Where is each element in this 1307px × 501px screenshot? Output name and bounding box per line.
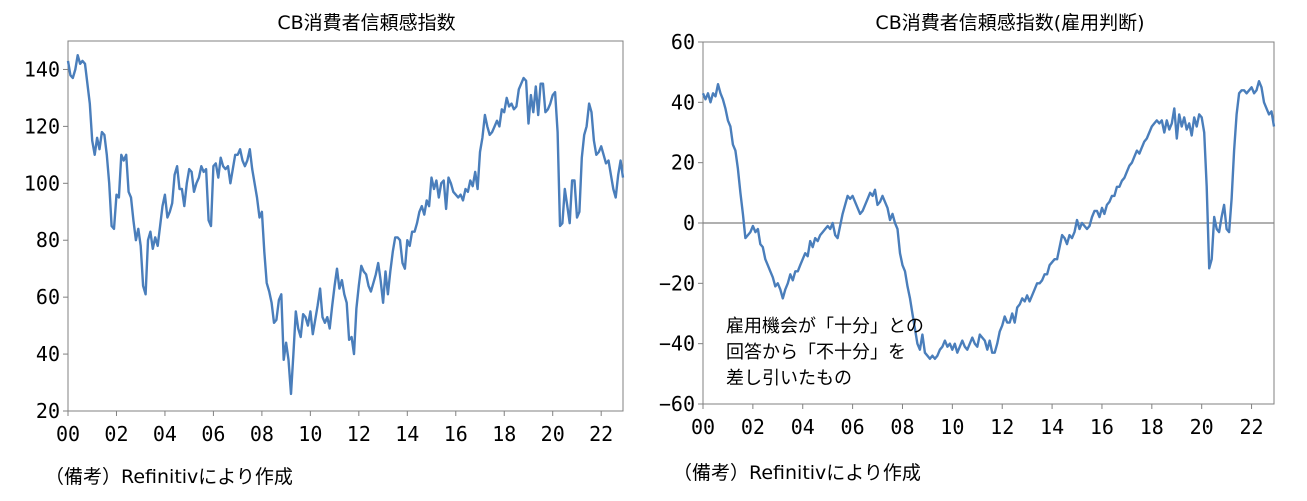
right-y-tick-label: −20 [659,271,695,295]
left-x-tick-label: 22 [589,422,613,446]
right-y-tick-label: 60 [671,30,695,54]
left-x-tick-label: 10 [298,422,322,446]
left-series-line [66,54,625,396]
left-y-tick-label: 40 [36,342,60,366]
right-x-tick-label: 18 [1140,415,1164,439]
left-y-tick-label: 20 [36,399,60,423]
left-source-note: （備考）Refinitivにより作成 [45,466,293,488]
left-x-tick-label: 02 [104,422,128,446]
left-x-tick-label: 14 [395,422,419,446]
left-y-tick-label: 60 [36,285,60,309]
left-x-tick-label: 20 [541,422,565,446]
left-x-tick-label: 04 [153,422,177,446]
left-chart-panel: CB消費者信頼感指数 20 40 60 80 100 120 140 00 02 04 06 08 10… [0,0,653,501]
right-chart-annotation: 雇用機会が「十分」との 回答から「不十分」を 差し引いたもの [726,314,924,392]
right-x-tick-label: 22 [1240,415,1264,439]
left-y-tick-label: 80 [36,228,60,252]
right-x-tick-label: 12 [990,415,1014,439]
right-x-tick-label: 08 [890,415,914,439]
left-y-tick-label: 120 [24,114,60,138]
right-x-tick-label: 14 [1040,415,1064,439]
right-x-tick-label: 00 [691,415,715,439]
right-x-tick-label: 16 [1090,415,1114,439]
right-x-tick-label: 20 [1190,415,1214,439]
right-x-tick-label: 10 [940,415,964,439]
annotation-line: 差し引いたもの [726,368,852,389]
right-y-tick-label: 0 [683,211,695,235]
right-y-tick-label: −40 [659,332,695,356]
left-y-tick-label: 100 [24,171,60,195]
right-y-tick-label: 40 [671,90,695,114]
left-plot-frame [67,40,624,412]
right-series-line [701,79,1276,360]
left-y-tick-label: 140 [24,57,60,81]
right-y-tick-label: 20 [671,151,695,175]
right-source-note: （備考）Refinitivにより作成 [673,462,921,484]
right-chart-title: CB消費者信頼感指数(雇用判断) [875,12,1145,34]
right-x-tick-label: 02 [741,415,765,439]
right-chart-svg: −60 −40 −20 0 20 40 60 00 02 04 06 08 10 12 14 16 18 20 22 [659,30,1276,439]
left-x-tick-label: 12 [347,422,371,446]
left-x-tick-label: 18 [492,422,516,446]
annotation-line: 回答から「不十分」を [726,342,906,363]
right-chart-panel: CB消費者信頼感指数(雇用判断) −60 −40 −20 0 20 40 60 00 02 04 0… [653,0,1307,501]
right-x-tick-label: 04 [791,415,815,439]
right-y-tick-label: −60 [659,392,695,416]
left-x-tick-label: 16 [444,422,468,446]
left-x-tick-label: 08 [250,422,274,446]
left-chart-svg: 20 40 60 80 100 120 140 00 02 04 06 08 10 12 14 16 18 20 2… [24,40,625,446]
left-x-tick-label: 06 [201,422,225,446]
annotation-line: 雇用機会が「十分」との [726,316,924,337]
right-x-tick-label: 06 [841,415,865,439]
left-x-tick-label: 00 [56,422,80,446]
left-chart-title: CB消費者信頼感指数 [277,12,456,34]
